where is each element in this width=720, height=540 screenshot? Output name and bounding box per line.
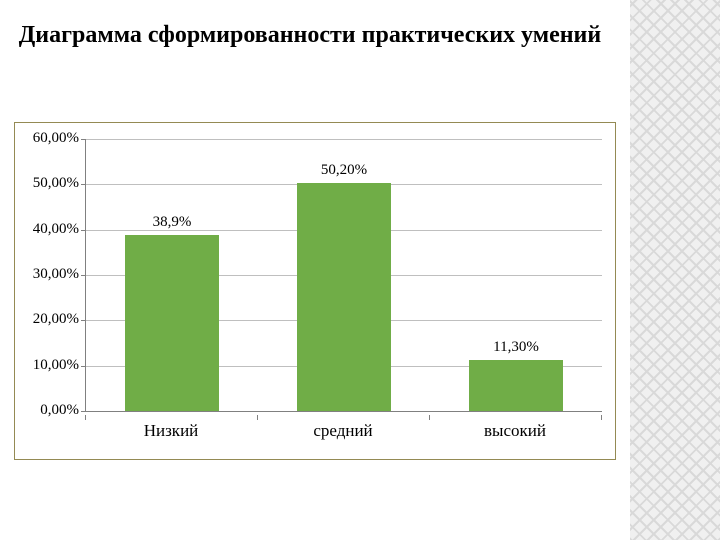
y-tick-label: 60,00%: [19, 130, 79, 147]
bar: [469, 360, 564, 411]
x-tick-label: Низкий: [85, 421, 257, 441]
y-tick-mark: [81, 230, 86, 231]
x-axis-area: Низкийсреднийвысокий: [85, 415, 601, 455]
plot-area: 38,9% 50,20% 11,30%: [85, 139, 602, 412]
value-label: 50,20%: [294, 162, 394, 179]
y-tick-label: 10,00%: [19, 357, 79, 374]
gridline: [86, 139, 602, 140]
y-tick-mark: [81, 275, 86, 276]
y-tick-label: 40,00%: [19, 221, 79, 238]
x-tick-mark: [257, 415, 258, 420]
value-label: 11,30%: [466, 339, 566, 356]
y-tick-label: 50,00%: [19, 175, 79, 192]
y-tick-mark: [81, 320, 86, 321]
x-tick-mark: [429, 415, 430, 420]
y-tick-label: 20,00%: [19, 311, 79, 328]
y-tick-mark: [81, 366, 86, 367]
bar: [125, 235, 220, 411]
x-tick-label: высокий: [429, 421, 601, 441]
x-tick-label: средний: [257, 421, 429, 441]
y-tick-label: 0,00%: [19, 402, 79, 419]
x-tick-mark: [85, 415, 86, 420]
y-tick-mark: [81, 184, 86, 185]
bar: [297, 183, 392, 411]
value-label: 38,9%: [122, 214, 222, 231]
y-tick-mark: [81, 411, 86, 412]
chart-title: Диаграмма сформированности практических …: [0, 20, 620, 50]
slide: Диаграмма сформированности практических …: [0, 0, 720, 540]
x-tick-mark: [601, 415, 602, 420]
chart-container: 38,9% 50,20% 11,30% Низкийсреднийвысокий 0…: [14, 122, 616, 460]
y-tick-label: 30,00%: [19, 266, 79, 283]
decorative-pattern-strip: [630, 0, 720, 540]
y-tick-mark: [81, 139, 86, 140]
